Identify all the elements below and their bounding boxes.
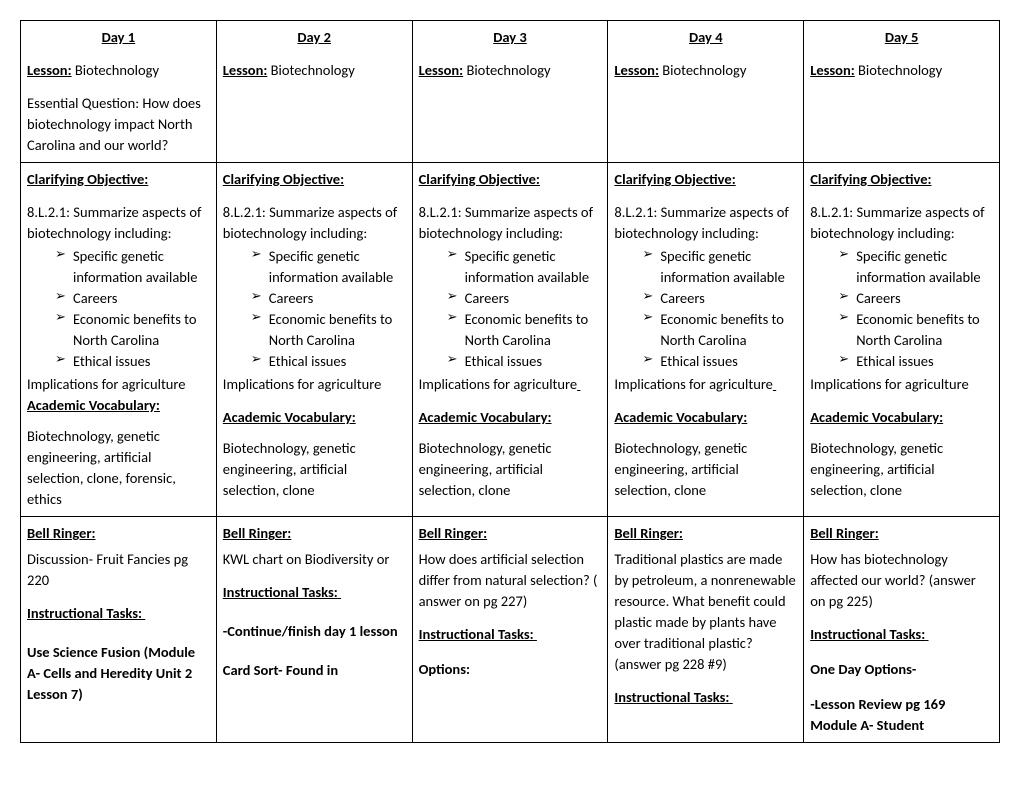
objective-item: Economic benefits to North Carolina [642,309,797,351]
objective-item: Careers [251,288,406,309]
day-header: Day 4 [614,27,797,48]
objective-implications: Implications for agriculture [27,374,210,395]
instructional-task: One Day Options- [810,659,993,680]
objective-item: Ethical issues [55,351,210,372]
objective-item: Ethical issues [838,351,993,372]
bell-ringer-label: Bell Ringer: [419,523,602,544]
objective-list: Specific genetic information available C… [223,246,406,372]
lesson-line: Lesson: Biotechnology [223,60,406,81]
day-header: Day 2 [223,27,406,48]
academic-vocab-label: Academic Vocabulary: [614,407,797,428]
instructional-task: Card Sort- Found in [223,660,406,681]
academic-vocab: Biotechnology, genetic engineering, arti… [419,438,602,501]
objective-list: Specific genetic information available C… [419,246,602,372]
objective-item: Specific genetic information available [447,246,602,288]
objective-item: Economic benefits to North Carolina [838,309,993,351]
objective-item: Economic benefits to North Carolina [447,309,602,351]
bell-ringer-text: Discussion- Fruit Fancies pg 220 [27,549,210,591]
objective-intro: 8.L.2.1: Summarize aspects of biotechnol… [27,202,210,244]
academic-vocab-label: Academic Vocabulary: [419,407,602,428]
day-header: Day 1 [27,27,210,48]
objective-intro: 8.L.2.1: Summarize aspects of biotechnol… [419,202,602,244]
lesson-label: Lesson: [614,61,659,79]
objective-item: Careers [838,288,993,309]
objective-item: Economic benefits to North Carolina [251,309,406,351]
objective-item: Specific genetic information available [838,246,993,288]
objective-intro: 8.L.2.1: Summarize aspects of biotechnol… [223,202,406,244]
clarifying-objective-label: Clarifying Objective: [419,169,602,190]
objective-item: Specific genetic information available [251,246,406,288]
objective-item: Specific genetic information available [642,246,797,288]
bell-ringer-text: How does artificial selection differ fro… [419,549,602,612]
clarifying-objective-label: Clarifying Objective: [223,169,406,190]
lesson-line: Lesson: Biotechnology [614,60,797,81]
bell-ringer-label: Bell Ringer: [810,523,993,544]
instructional-tasks-label: Instructional Tasks: [223,582,406,603]
instructional-task: -Lesson Review pg 169 Module A- Student [810,694,993,736]
lesson-topic: Biotechnology [271,61,355,79]
essential-question: Essential Question: How does biotechnolo… [27,93,210,156]
academic-vocab: Biotechnology, genetic engineering, arti… [614,438,797,501]
objective-intro: 8.L.2.1: Summarize aspects of biotechnol… [614,202,797,244]
bell-ringer-label: Bell Ringer: [614,523,797,544]
lesson-label: Lesson: [27,61,72,79]
bell-ringer-text: KWL chart on Biodiversity or [223,549,406,570]
bell-ringer-text: How has biotechnology affected our world… [810,549,993,612]
bell-ringer-label: Bell Ringer: [27,523,210,544]
lesson-line: Lesson: Biotechnology [27,60,210,81]
objective-implications: Implications for agriculture [223,374,406,395]
instructional-tasks-label: Instructional Tasks: [419,624,602,645]
instructional-task: Use Science Fusion (Module A- Cells and … [27,642,210,705]
lesson-topic: Biotechnology [75,61,159,79]
clarifying-objective-label: Clarifying Objective: [614,169,797,190]
bell-ringer-text: Traditional plastics are made by petrole… [614,549,797,675]
objective-item: Specific genetic information available [55,246,210,288]
objective-list: Specific genetic information available C… [810,246,993,372]
day-header: Day 5 [810,27,993,48]
lesson-topic: Biotechnology [662,61,746,79]
instructional-task: -Continue/finish day 1 lesson [223,621,406,642]
objective-item: Ethical issues [447,351,602,372]
objective-intro: 8.L.2.1: Summarize aspects of biotechnol… [810,202,993,244]
instructional-tasks-label: Instructional Tasks: [614,687,797,708]
lesson-label: Lesson: [419,61,464,79]
objective-item: Ethical issues [251,351,406,372]
lesson-label: Lesson: [810,61,855,79]
lesson-topic: Biotechnology [858,61,942,79]
clarifying-objective-label: Clarifying Objective: [810,169,993,190]
objective-list: Specific genetic information available C… [614,246,797,372]
objective-item: Careers [447,288,602,309]
objective-implications: Implications for agriculture [614,374,797,395]
objective-item: Ethical issues [642,351,797,372]
academic-vocab-label: Academic Vocabulary: [810,407,993,428]
lesson-label: Lesson: [223,61,268,79]
bell-ringer-label: Bell Ringer: [223,523,406,544]
academic-vocab: Biotechnology, genetic engineering, arti… [810,438,993,501]
academic-vocab-label: Academic Vocabulary: [223,407,406,428]
lesson-line: Lesson: Biotechnology [810,60,993,81]
instructional-tasks-label: Instructional Tasks: [27,603,210,624]
lesson-plan-table: Day 1 Lesson: Biotechnology Essential Qu… [20,20,1000,743]
clarifying-objective-label: Clarifying Objective: [27,169,210,190]
instructional-tasks-label: Instructional Tasks: [810,624,993,645]
objective-implications: Implications for agriculture [419,374,602,395]
academic-vocab: Biotechnology, genetic engineering, arti… [27,426,210,510]
objective-list: Specific genetic information available C… [27,246,210,372]
academic-vocab-label: Academic Vocabulary: [27,395,210,416]
objective-item: Careers [642,288,797,309]
day-header: Day 3 [419,27,602,48]
lesson-line: Lesson: Biotechnology [419,60,602,81]
objective-implications: Implications for agriculture [810,374,993,395]
instructional-task: Options: [419,659,602,680]
lesson-topic: Biotechnology [466,61,550,79]
objective-item: Careers [55,288,210,309]
objective-item: Economic benefits to North Carolina [55,309,210,351]
academic-vocab: Biotechnology, genetic engineering, arti… [223,438,406,501]
